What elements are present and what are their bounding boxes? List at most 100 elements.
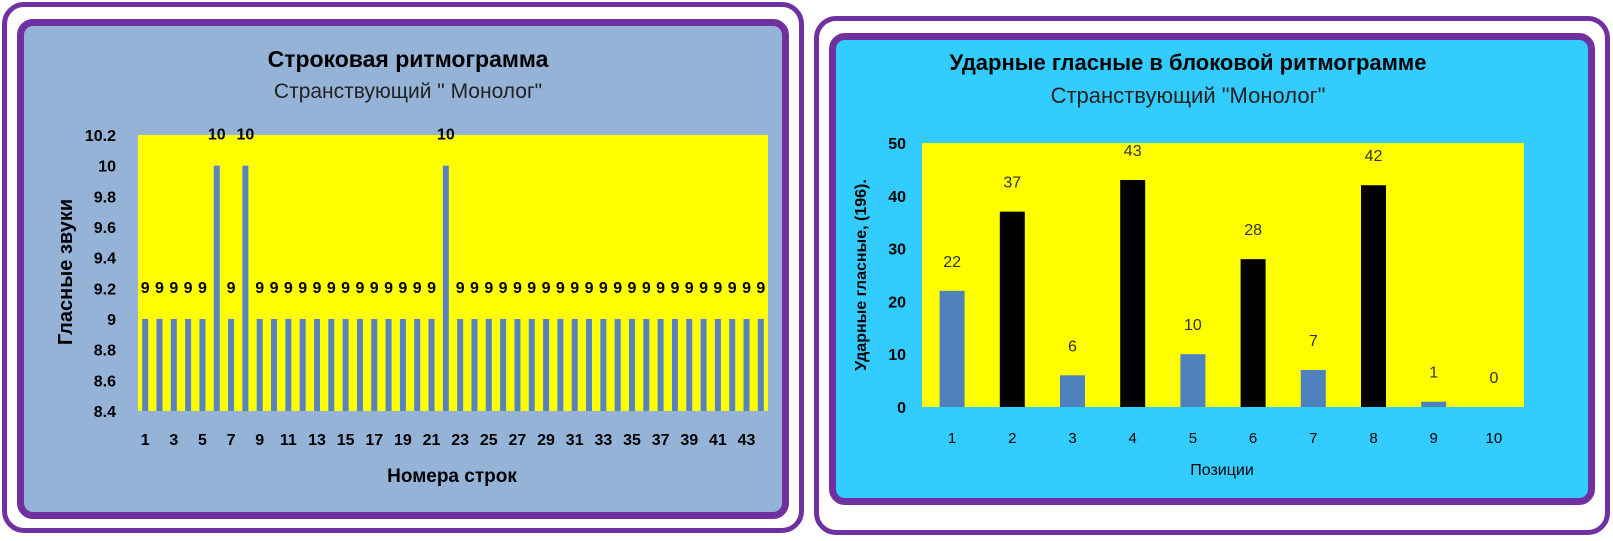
left-bar — [185, 319, 192, 411]
left-x-tick-label: 23 — [451, 432, 469, 449]
right-x-tick-label: 3 — [1068, 430, 1076, 447]
left-bar — [743, 319, 750, 411]
left-data-label: 9 — [599, 280, 608, 297]
left-data-label: 9 — [227, 280, 236, 297]
left-bar — [142, 319, 149, 411]
left-bar — [371, 319, 378, 411]
left-bar — [543, 319, 550, 411]
left-bar — [729, 319, 736, 411]
left-x-tick-label: 19 — [394, 432, 412, 449]
left-data-label: 9 — [670, 280, 679, 297]
left-x-tick-label: 7 — [227, 432, 236, 449]
left-bar — [485, 319, 492, 411]
right-bar — [1120, 179, 1146, 407]
right-x-tick-label: 2 — [1008, 430, 1016, 447]
left-data-label: 9 — [198, 280, 207, 297]
left-x-tick-label: 27 — [509, 432, 527, 449]
left-data-label: 9 — [255, 280, 264, 297]
left-bar — [657, 319, 664, 411]
left-y-tick-label: 10.2 — [85, 128, 116, 145]
right-x-tick-label: 1 — [948, 430, 956, 447]
left-y-tick-label: 9.2 — [94, 281, 116, 298]
left-bar — [643, 319, 650, 411]
right-chart-outer-frame — [814, 16, 1610, 535]
left-data-label: 9 — [713, 280, 722, 297]
right-bar — [1060, 375, 1085, 407]
left-data-label: 9 — [184, 280, 193, 297]
left-data-label: 9 — [513, 280, 522, 297]
left-data-label: 9 — [270, 280, 279, 297]
left-data-label: 9 — [169, 280, 178, 297]
left-bar — [428, 319, 435, 411]
left-bar — [313, 319, 320, 411]
left-bar — [586, 319, 593, 411]
left-bar — [156, 319, 163, 411]
left-data-label: 9 — [384, 280, 393, 297]
left-chart-title: Строковая ритмограмма — [268, 46, 549, 72]
left-data-label: 10 — [437, 127, 455, 144]
left-data-label: 9 — [427, 280, 436, 297]
left-bar — [714, 319, 721, 411]
right-data-label: 0 — [1489, 370, 1498, 387]
left-x-tick-label: 29 — [537, 432, 555, 449]
right-y-tick-label: 30 — [888, 242, 906, 259]
left-data-label: 9 — [456, 280, 465, 297]
left-bar — [628, 319, 635, 411]
left-data-label: 9 — [327, 280, 336, 297]
left-x-tick-label: 3 — [169, 432, 178, 449]
right-x-tick-label: 6 — [1249, 430, 1257, 447]
left-chart-xlabel: Номера строк — [387, 466, 517, 487]
left-data-label: 9 — [484, 280, 493, 297]
left-y-tick-label: 9.4 — [94, 251, 116, 268]
left-bar — [528, 319, 535, 411]
left-bar — [457, 319, 464, 411]
right-bar — [1361, 185, 1386, 407]
right-chart-subtitle: Странствующий "Монолог" — [1051, 83, 1326, 108]
right-y-tick-label: 10 — [888, 347, 906, 364]
left-data-label: 9 — [642, 280, 651, 297]
left-y-tick-label: 9.6 — [94, 220, 116, 237]
left-bar — [228, 319, 235, 411]
left-data-label: 9 — [656, 280, 665, 297]
right-x-tick-label: 10 — [1486, 430, 1503, 447]
left-data-label: 9 — [570, 280, 579, 297]
left-bar — [700, 319, 707, 411]
right-bar — [1421, 401, 1447, 407]
left-bar — [285, 319, 292, 411]
left-chart-outer-frame — [2, 2, 804, 533]
left-bar — [399, 319, 406, 411]
left-data-label: 9 — [499, 280, 508, 297]
right-bar — [1180, 354, 1206, 407]
left-bar — [671, 319, 678, 411]
left-y-tick-label: 9 — [107, 312, 116, 329]
right-data-label: 43 — [1124, 143, 1142, 160]
left-x-tick-label: 1 — [141, 432, 150, 449]
left-data-label: 9 — [628, 280, 637, 297]
left-data-label: 9 — [370, 280, 379, 297]
left-bar — [342, 319, 349, 411]
right-data-label: 7 — [1309, 333, 1318, 350]
left-data-label: 9 — [756, 280, 765, 297]
left-x-tick-label: 11 — [280, 432, 297, 449]
left-x-tick-label: 9 — [255, 432, 264, 449]
left-bar — [557, 319, 564, 411]
right-y-tick-label: 20 — [888, 294, 906, 311]
left-chart-ylabel: Гласные звуки — [55, 199, 77, 345]
left-bar — [514, 319, 521, 411]
right-x-tick-label: 8 — [1369, 430, 1377, 447]
left-bar — [385, 319, 392, 411]
right-y-tick-label: 0 — [897, 400, 906, 417]
right-data-label: 10 — [1184, 317, 1202, 334]
right-data-label: 28 — [1244, 222, 1262, 239]
right-x-tick-label: 5 — [1189, 430, 1197, 447]
left-x-tick-label: 35 — [623, 432, 641, 449]
left-data-label: 9 — [355, 280, 364, 297]
left-data-label: 9 — [728, 280, 737, 297]
right-x-tick-label: 9 — [1430, 430, 1438, 447]
right-bar — [999, 211, 1025, 407]
left-bar — [686, 319, 693, 411]
left-y-tick-label: 9.8 — [94, 189, 116, 206]
left-data-label: 9 — [413, 280, 422, 297]
left-bar — [328, 319, 335, 411]
right-data-label: 37 — [1003, 175, 1021, 192]
